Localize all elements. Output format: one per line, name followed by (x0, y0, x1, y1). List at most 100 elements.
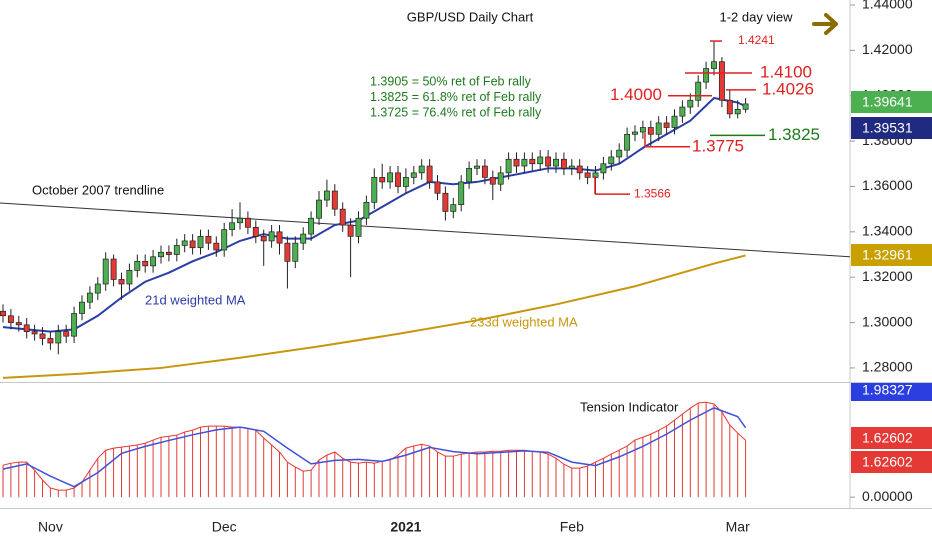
candle-body (703, 68, 710, 83)
candle-body (513, 158, 520, 167)
candle-body (726, 99, 733, 115)
candle-body (276, 231, 283, 244)
last-value-box (851, 117, 932, 139)
last-value-label: 1.62602 (862, 430, 913, 446)
last-value-label: 1.39641 (862, 94, 913, 110)
candle-body (110, 258, 117, 280)
candle-body (102, 258, 109, 285)
candle-body (639, 127, 646, 133)
candle-body (584, 172, 591, 178)
candle-body (458, 181, 465, 205)
level-label: 1.4241 (738, 33, 775, 47)
moving-average (2, 254, 746, 379)
candle-body (395, 172, 401, 187)
x-tick-label: Dec (212, 519, 237, 535)
candle-body (734, 108, 741, 115)
candle-body (252, 226, 259, 237)
last-value-box (851, 383, 932, 401)
y-tick-label: 1.34000 (862, 223, 913, 239)
candle-body (347, 224, 354, 237)
candle-body (181, 240, 188, 246)
candle-body (165, 251, 172, 255)
candle-body (39, 333, 46, 339)
candle-body (268, 231, 275, 242)
candle-body (86, 292, 93, 303)
candle-body (647, 127, 654, 135)
x-tick-label: 2021 (390, 519, 421, 535)
last-value-label: 1.39531 (862, 120, 913, 136)
candle-body (450, 204, 457, 212)
candle-body (466, 167, 473, 183)
last-value-box (851, 427, 932, 449)
candle-body (545, 156, 552, 167)
indicator-tick-label: 0.00000 (862, 488, 913, 504)
candle-body (608, 156, 615, 165)
axes: 1.440001.420001.400001.380001.360001.340… (38, 0, 932, 535)
candle-body (442, 192, 449, 212)
candle-body (481, 165, 488, 178)
candle-body (426, 165, 433, 183)
retracement-note: 1.3905 = 50% ret of Feb rally (370, 74, 532, 88)
trendline-label: October 2007 trendline (32, 182, 164, 197)
candle-body (15, 322, 22, 326)
trendline (0, 202, 850, 258)
candle-body (600, 163, 607, 174)
candle-body (489, 177, 496, 185)
candle-body (189, 240, 196, 249)
view-arrow (812, 13, 838, 35)
candle-body (434, 181, 441, 194)
series-label: 233d weighted MA (470, 314, 578, 329)
candle-body (497, 172, 504, 185)
candle-body (521, 158, 528, 167)
level-label: 1.3566 (634, 186, 671, 200)
y-tick-label: 1.44000 (862, 0, 913, 12)
series-label: 21d weighted MA (145, 292, 246, 307)
candle-body (213, 242, 220, 251)
candle-body (150, 256, 157, 267)
candle-body (616, 149, 623, 158)
candle-body (308, 217, 315, 235)
level-label: 1.4000 (610, 85, 662, 104)
indicator-axis: 1.98327 1.62602 1.62602 (851, 382, 932, 473)
y-tick-label: 1.42000 (862, 41, 913, 57)
level-label: 1.4026 (762, 79, 814, 98)
candle-body (679, 106, 686, 117)
candle-body (300, 233, 307, 244)
moving-average (2, 96, 747, 333)
candle-body (94, 283, 101, 294)
candle-body (79, 301, 85, 314)
candle-body (126, 270, 133, 285)
x-tick-label: Mar (726, 519, 750, 535)
candle-body (379, 177, 386, 183)
level-label: 1.4100 (760, 63, 812, 82)
candle-body (316, 199, 322, 219)
candle-body (537, 156, 544, 165)
candle-body (339, 208, 346, 226)
indicator-outline (2, 401, 746, 491)
candle-body (718, 61, 725, 101)
view-label: 1-2 day view (720, 9, 794, 24)
candle-body (355, 217, 362, 237)
candle-body (134, 260, 141, 271)
price-panel (0, 41, 850, 379)
candle-body (0, 310, 6, 317)
candle-body (553, 158, 559, 167)
candle-body (118, 279, 125, 285)
y-tick-label: 1.32000 (862, 268, 913, 284)
candle-body (632, 131, 638, 135)
last-value-label: 1.98327 (862, 382, 913, 398)
candle-body (655, 122, 662, 135)
candle-body (284, 242, 291, 262)
y-tick-label: 1.28000 (862, 359, 913, 375)
candle-body (402, 177, 409, 187)
indicator-signal (2, 407, 747, 488)
candle-body (363, 201, 370, 219)
last-value-box (851, 451, 932, 473)
candle-body (387, 172, 394, 183)
candle-body (237, 217, 243, 224)
candle-body (568, 165, 575, 169)
y-tick-label: 1.30000 (862, 313, 913, 329)
candle-body (221, 229, 228, 251)
candle-body (576, 165, 583, 174)
